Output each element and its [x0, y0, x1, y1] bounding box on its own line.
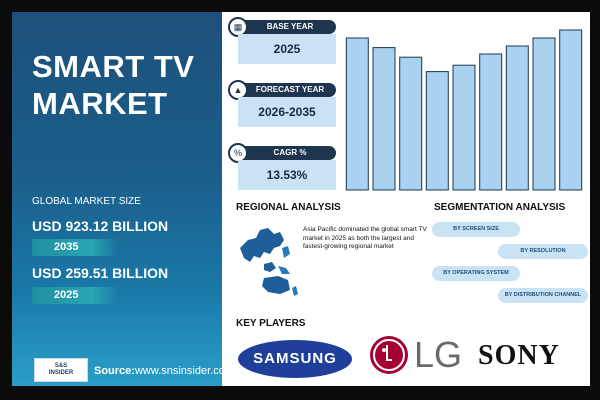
page-title: SMART TV MARKET	[32, 49, 195, 121]
market-value-current: USD 259.51 BILLION	[32, 265, 169, 281]
lg-logo-mark	[370, 336, 408, 374]
chart-bar-5	[479, 53, 503, 191]
key-players-heading: KEY PLAYERS	[236, 318, 306, 329]
asia-pacific-map-icon	[240, 228, 298, 296]
base-year-value: 2025	[238, 34, 336, 64]
forecast-year-value: 2026-2035	[238, 97, 336, 127]
chart-bar-3	[425, 71, 449, 191]
samsung-logo: SAMSUNG	[238, 340, 352, 378]
segment-operating-system: BY OPERATING SYSTEM	[432, 266, 520, 281]
segmentation-heading: SEGMENTATION ANALYSIS	[434, 202, 566, 213]
market-year-current: 2025	[32, 287, 118, 304]
lg-logo: LG	[414, 334, 463, 375]
company-logo: S&S INSIDER	[34, 358, 88, 382]
sony-logo: SONY	[478, 340, 560, 371]
source-label: Source:	[94, 365, 135, 377]
regional-description: Asia Pacific dominated the global smart …	[303, 226, 427, 250]
chart-bar-7	[532, 37, 556, 191]
cagr-label: CAGR %	[230, 146, 336, 160]
market-size-label: GLOBAL MARKET SIZE	[32, 196, 141, 207]
source-url: www.snsinsider.com	[134, 365, 235, 377]
chart-bar-2	[399, 56, 423, 191]
chart-bar-4	[452, 64, 476, 191]
market-value-future: USD 923.12 BILLION	[32, 218, 169, 234]
chart-bar-8	[559, 29, 583, 191]
market-bar-chart	[345, 29, 583, 191]
regional-heading: REGIONAL ANALYSIS	[236, 202, 341, 213]
forecast-year-label: FORECAST YEAR	[230, 83, 336, 97]
source-line: Source:www.snsinsider.com	[94, 365, 234, 377]
base-year-label: BASE YEAR	[230, 20, 336, 34]
cagr-value: 13.53%	[238, 160, 336, 190]
chart-bar-0	[345, 37, 369, 191]
segment-distribution-channel: BY DISTRIBUTION CHANNEL	[498, 288, 588, 303]
segment-resolution: BY RESOLUTION	[498, 244, 588, 259]
segment-screen-size: BY SCREEN SIZE	[432, 222, 520, 237]
calendar-icon: ▦	[228, 17, 248, 37]
left-panel: SMART TV MARKET GLOBAL MARKET SIZE USD 9…	[12, 12, 234, 386]
market-year-future: 2035	[32, 239, 118, 256]
chart-bar-1	[372, 47, 396, 191]
chart-bar-6	[505, 45, 529, 191]
